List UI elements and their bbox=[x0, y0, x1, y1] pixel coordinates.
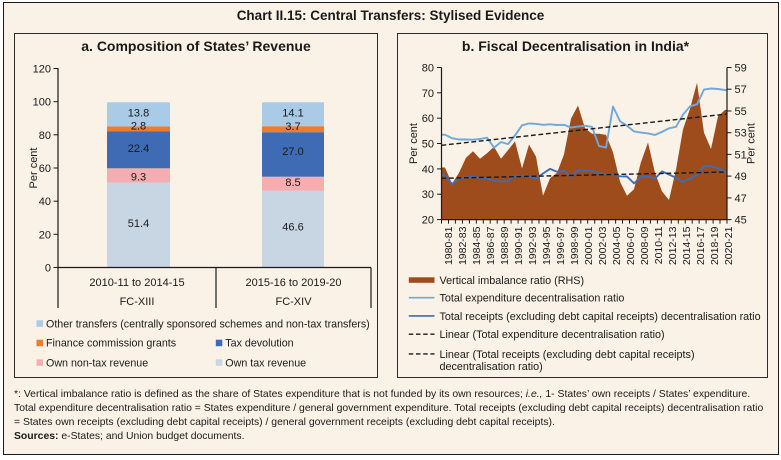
svg-text:60: 60 bbox=[422, 113, 434, 125]
svg-text:2016-17: 2016-17 bbox=[695, 226, 707, 265]
svg-text:2008-09: 2008-09 bbox=[639, 226, 651, 265]
svg-text:Per cent: Per cent bbox=[746, 123, 758, 164]
svg-text:1980-81: 1980-81 bbox=[443, 226, 455, 265]
svg-text:70: 70 bbox=[422, 88, 434, 100]
svg-text:40: 40 bbox=[39, 196, 51, 208]
svg-text:1982-83: 1982-83 bbox=[457, 226, 469, 265]
svg-text:1986-87: 1986-87 bbox=[485, 226, 497, 265]
svg-text:Finance commission grants: Finance commission grants bbox=[46, 338, 176, 350]
svg-text:1990-91: 1990-91 bbox=[513, 226, 525, 265]
svg-text:Total receipts (excluding debt: Total receipts (excluding debt capital r… bbox=[440, 311, 761, 323]
svg-text:0: 0 bbox=[45, 263, 51, 275]
svg-text:60: 60 bbox=[39, 163, 51, 175]
svg-text:45: 45 bbox=[735, 215, 747, 227]
svg-text:2010-11 to 2014-15: 2010-11 to 2014-15 bbox=[89, 277, 184, 289]
svg-text:55: 55 bbox=[735, 106, 747, 118]
svg-text:2010-11: 2010-11 bbox=[653, 226, 665, 264]
svg-text:Vertical imbalance ratio (RHS): Vertical imbalance ratio (RHS) bbox=[440, 275, 585, 287]
svg-text:47: 47 bbox=[735, 193, 747, 205]
svg-text:Tax devolution: Tax devolution bbox=[225, 338, 293, 350]
svg-text:Linear (Total expenditure dece: Linear (Total expenditure decentralisati… bbox=[440, 329, 665, 341]
svg-text:80: 80 bbox=[39, 130, 51, 142]
svg-text:Own non-tax revenue: Own non-tax revenue bbox=[46, 357, 148, 369]
svg-text:20: 20 bbox=[422, 215, 434, 227]
svg-text:13.8: 13.8 bbox=[128, 108, 149, 120]
svg-text:decentralisation ratio): decentralisation ratio) bbox=[440, 361, 543, 373]
svg-text:2.8: 2.8 bbox=[131, 121, 146, 133]
svg-text:1988-89: 1988-89 bbox=[499, 226, 511, 265]
svg-text:FC-XIV: FC-XIV bbox=[275, 296, 312, 308]
svg-text:51.4: 51.4 bbox=[128, 218, 149, 230]
svg-text:27.0: 27.0 bbox=[282, 146, 303, 158]
svg-text:2020-21: 2020-21 bbox=[723, 226, 735, 265]
svg-text:14.1: 14.1 bbox=[282, 108, 303, 120]
svg-text:2004-05: 2004-05 bbox=[611, 226, 623, 265]
svg-text:FC-XIII: FC-XIII bbox=[120, 296, 155, 308]
svg-text:46.6: 46.6 bbox=[282, 222, 303, 234]
svg-text:80: 80 bbox=[422, 63, 434, 75]
svg-text:57: 57 bbox=[735, 84, 747, 96]
svg-text:Own tax revenue: Own tax revenue bbox=[225, 357, 306, 369]
svg-text:Total expenditure decentralisa: Total expenditure decentralisation ratio bbox=[440, 293, 625, 305]
svg-text:40: 40 bbox=[422, 164, 434, 176]
svg-text:3.7: 3.7 bbox=[285, 121, 300, 133]
svg-text:2014-15: 2014-15 bbox=[681, 226, 693, 265]
svg-text:8.5: 8.5 bbox=[285, 177, 300, 189]
svg-text:2006-07: 2006-07 bbox=[625, 226, 637, 265]
svg-text:9.3: 9.3 bbox=[131, 172, 146, 184]
svg-text:1984-85: 1984-85 bbox=[471, 226, 483, 265]
svg-text:50: 50 bbox=[422, 139, 434, 151]
svg-text:2015-16 to 2019-20: 2015-16 to 2019-20 bbox=[245, 277, 341, 289]
svg-text:51: 51 bbox=[735, 149, 747, 161]
svg-text:Other transfers (centrally spo: Other transfers (centrally sponsored sch… bbox=[46, 318, 370, 330]
svg-text:49: 49 bbox=[735, 171, 747, 183]
svg-text:1998-99: 1998-99 bbox=[569, 226, 581, 265]
svg-text:53: 53 bbox=[735, 128, 747, 140]
svg-text:22.4: 22.4 bbox=[128, 143, 149, 155]
svg-text:Per cent: Per cent bbox=[28, 148, 40, 189]
svg-text:120: 120 bbox=[33, 64, 51, 76]
svg-text:100: 100 bbox=[33, 97, 51, 109]
svg-text:2000-01: 2000-01 bbox=[583, 226, 595, 265]
svg-text:Per cent: Per cent bbox=[408, 123, 420, 164]
svg-text:59: 59 bbox=[735, 63, 747, 75]
svg-text:1994-95: 1994-95 bbox=[541, 226, 553, 265]
svg-text:2002-03: 2002-03 bbox=[597, 226, 609, 265]
svg-text:2018-19: 2018-19 bbox=[709, 226, 721, 265]
svg-text:20: 20 bbox=[39, 229, 51, 241]
svg-text:2012-13: 2012-13 bbox=[667, 226, 679, 265]
svg-text:Linear (Total receipts (exclud: Linear (Total receipts (excluding debt c… bbox=[440, 349, 695, 361]
svg-text:30: 30 bbox=[422, 189, 434, 201]
svg-text:1992-93: 1992-93 bbox=[527, 226, 539, 265]
svg-text:1996-97: 1996-97 bbox=[555, 226, 567, 265]
